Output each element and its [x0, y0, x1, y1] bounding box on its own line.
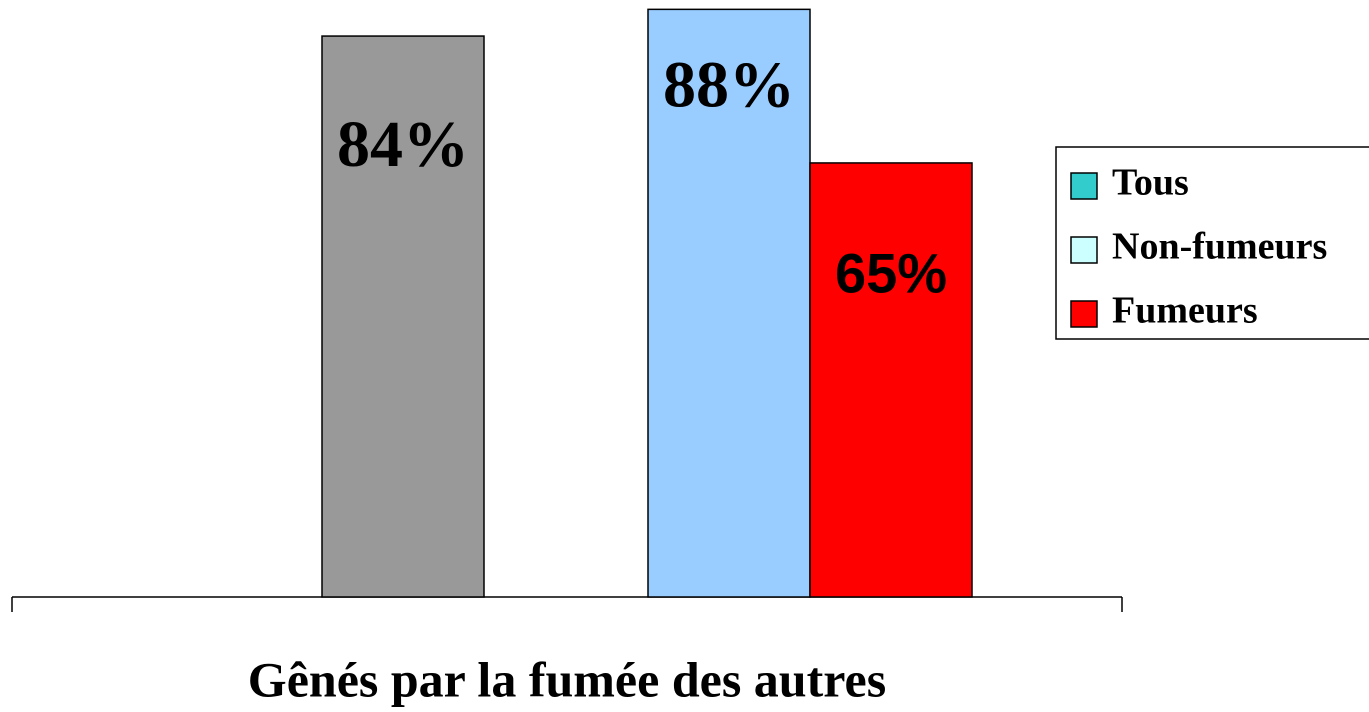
legend-box	[1055, 146, 1369, 340]
legend-label: Fumeurs	[1112, 290, 1258, 332]
legend-swatch	[1070, 236, 1098, 264]
data-label: 65%	[835, 242, 947, 305]
bar	[647, 8, 811, 598]
bar	[809, 162, 973, 598]
data-label: 88%	[663, 48, 795, 121]
legend-swatch	[1070, 300, 1098, 328]
category-label: Gênés par la fumée des autres	[248, 651, 886, 707]
data-label: 84%	[337, 108, 469, 181]
legend-label: Tous	[1112, 162, 1189, 204]
bar	[321, 35, 485, 598]
legend-label: Non-fumeurs	[1112, 226, 1327, 268]
legend-swatch	[1070, 172, 1098, 200]
